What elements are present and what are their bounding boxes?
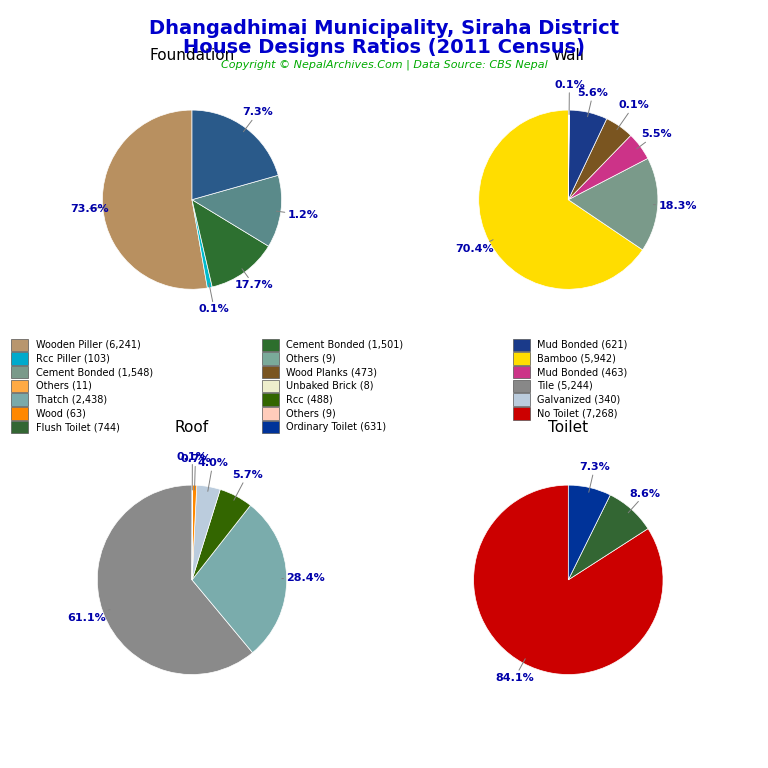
Bar <box>263 393 279 406</box>
Bar <box>263 407 279 419</box>
Text: Rcc Piller (103): Rcc Piller (103) <box>35 353 109 363</box>
Wedge shape <box>568 110 607 200</box>
Text: Mud Bonded (621): Mud Bonded (621) <box>538 339 627 349</box>
Bar <box>513 366 530 379</box>
Text: Wood (63): Wood (63) <box>35 409 85 419</box>
Text: Unbaked Brick (8): Unbaked Brick (8) <box>286 381 374 391</box>
Wedge shape <box>192 485 197 580</box>
Title: Roof: Roof <box>175 420 209 435</box>
Text: Tile (5,244): Tile (5,244) <box>538 381 593 391</box>
Wedge shape <box>568 158 658 250</box>
Text: 4.0%: 4.0% <box>197 458 228 492</box>
Wedge shape <box>568 119 631 200</box>
Wedge shape <box>192 175 282 247</box>
Text: 0.1%: 0.1% <box>177 452 207 490</box>
Text: Bamboo (5,942): Bamboo (5,942) <box>538 353 616 363</box>
Text: Cement Bonded (1,501): Cement Bonded (1,501) <box>286 339 403 349</box>
Text: 5.7%: 5.7% <box>232 470 263 500</box>
Bar <box>513 379 530 392</box>
Bar <box>513 339 530 351</box>
Text: 5.5%: 5.5% <box>637 130 671 149</box>
Text: Copyright © NepalArchives.Com | Data Source: CBS Nepal: Copyright © NepalArchives.Com | Data Sou… <box>220 59 548 70</box>
Text: 84.1%: 84.1% <box>495 659 534 683</box>
Text: Wooden Piller (6,241): Wooden Piller (6,241) <box>35 339 141 349</box>
Bar <box>263 366 279 379</box>
Text: 8.6%: 8.6% <box>628 488 660 513</box>
Bar <box>263 379 279 392</box>
Wedge shape <box>192 200 212 288</box>
Wedge shape <box>192 485 220 580</box>
Wedge shape <box>98 485 253 674</box>
Wedge shape <box>192 110 278 200</box>
Text: 5.6%: 5.6% <box>578 88 608 117</box>
Bar <box>513 353 530 365</box>
Bar <box>513 393 530 406</box>
Text: Thatch (2,438): Thatch (2,438) <box>35 395 108 405</box>
Text: 61.1%: 61.1% <box>68 610 110 623</box>
Text: 28.4%: 28.4% <box>282 573 325 583</box>
Bar <box>263 421 279 433</box>
Bar <box>263 353 279 365</box>
Bar <box>12 379 28 392</box>
Wedge shape <box>478 110 643 290</box>
Wedge shape <box>568 495 648 580</box>
Text: Wood Planks (473): Wood Planks (473) <box>286 367 377 377</box>
Text: Dhangadhimai Municipality, Siraha District: Dhangadhimai Municipality, Siraha Distri… <box>149 19 619 38</box>
Text: 70.4%: 70.4% <box>455 240 495 254</box>
Wedge shape <box>474 485 663 674</box>
Text: 17.7%: 17.7% <box>235 269 273 290</box>
Text: 73.6%: 73.6% <box>70 204 108 214</box>
Wedge shape <box>568 135 648 200</box>
Wedge shape <box>568 485 611 580</box>
Bar <box>263 339 279 351</box>
Bar <box>12 353 28 365</box>
Text: 0.1%: 0.1% <box>617 101 649 130</box>
Text: Mud Bonded (463): Mud Bonded (463) <box>538 367 627 377</box>
Text: Rcc (488): Rcc (488) <box>286 395 333 405</box>
Text: No Toilet (7,268): No Toilet (7,268) <box>538 409 617 419</box>
Title: Foundation: Foundation <box>149 48 235 63</box>
Title: Wall: Wall <box>552 48 584 63</box>
Text: 0.1%: 0.1% <box>199 283 230 314</box>
Text: 1.2%: 1.2% <box>276 210 319 220</box>
Bar <box>12 366 28 379</box>
Wedge shape <box>568 110 569 200</box>
Bar <box>12 407 28 419</box>
Text: Ordinary Toilet (631): Ordinary Toilet (631) <box>286 422 386 432</box>
Text: Flush Toilet (744): Flush Toilet (744) <box>35 422 119 432</box>
Wedge shape <box>102 110 207 290</box>
Text: 18.3%: 18.3% <box>654 201 697 211</box>
Text: 0.1%: 0.1% <box>554 80 584 114</box>
Text: House Designs Ratios (2011 Census): House Designs Ratios (2011 Census) <box>183 38 585 58</box>
Text: Others (9): Others (9) <box>286 409 336 419</box>
Wedge shape <box>192 489 250 580</box>
Text: Galvanized (340): Galvanized (340) <box>538 395 621 405</box>
Bar <box>12 421 28 433</box>
Bar <box>12 339 28 351</box>
Title: Toilet: Toilet <box>548 420 588 435</box>
Bar <box>12 393 28 406</box>
Wedge shape <box>192 200 269 287</box>
Text: 7.3%: 7.3% <box>579 462 610 492</box>
Bar <box>513 407 530 419</box>
Text: Others (11): Others (11) <box>35 381 91 391</box>
Text: Others (9): Others (9) <box>286 353 336 363</box>
Wedge shape <box>192 505 286 653</box>
Text: 7.3%: 7.3% <box>243 108 273 131</box>
Text: Cement Bonded (1,548): Cement Bonded (1,548) <box>35 367 153 377</box>
Text: 0.7%: 0.7% <box>180 454 210 490</box>
